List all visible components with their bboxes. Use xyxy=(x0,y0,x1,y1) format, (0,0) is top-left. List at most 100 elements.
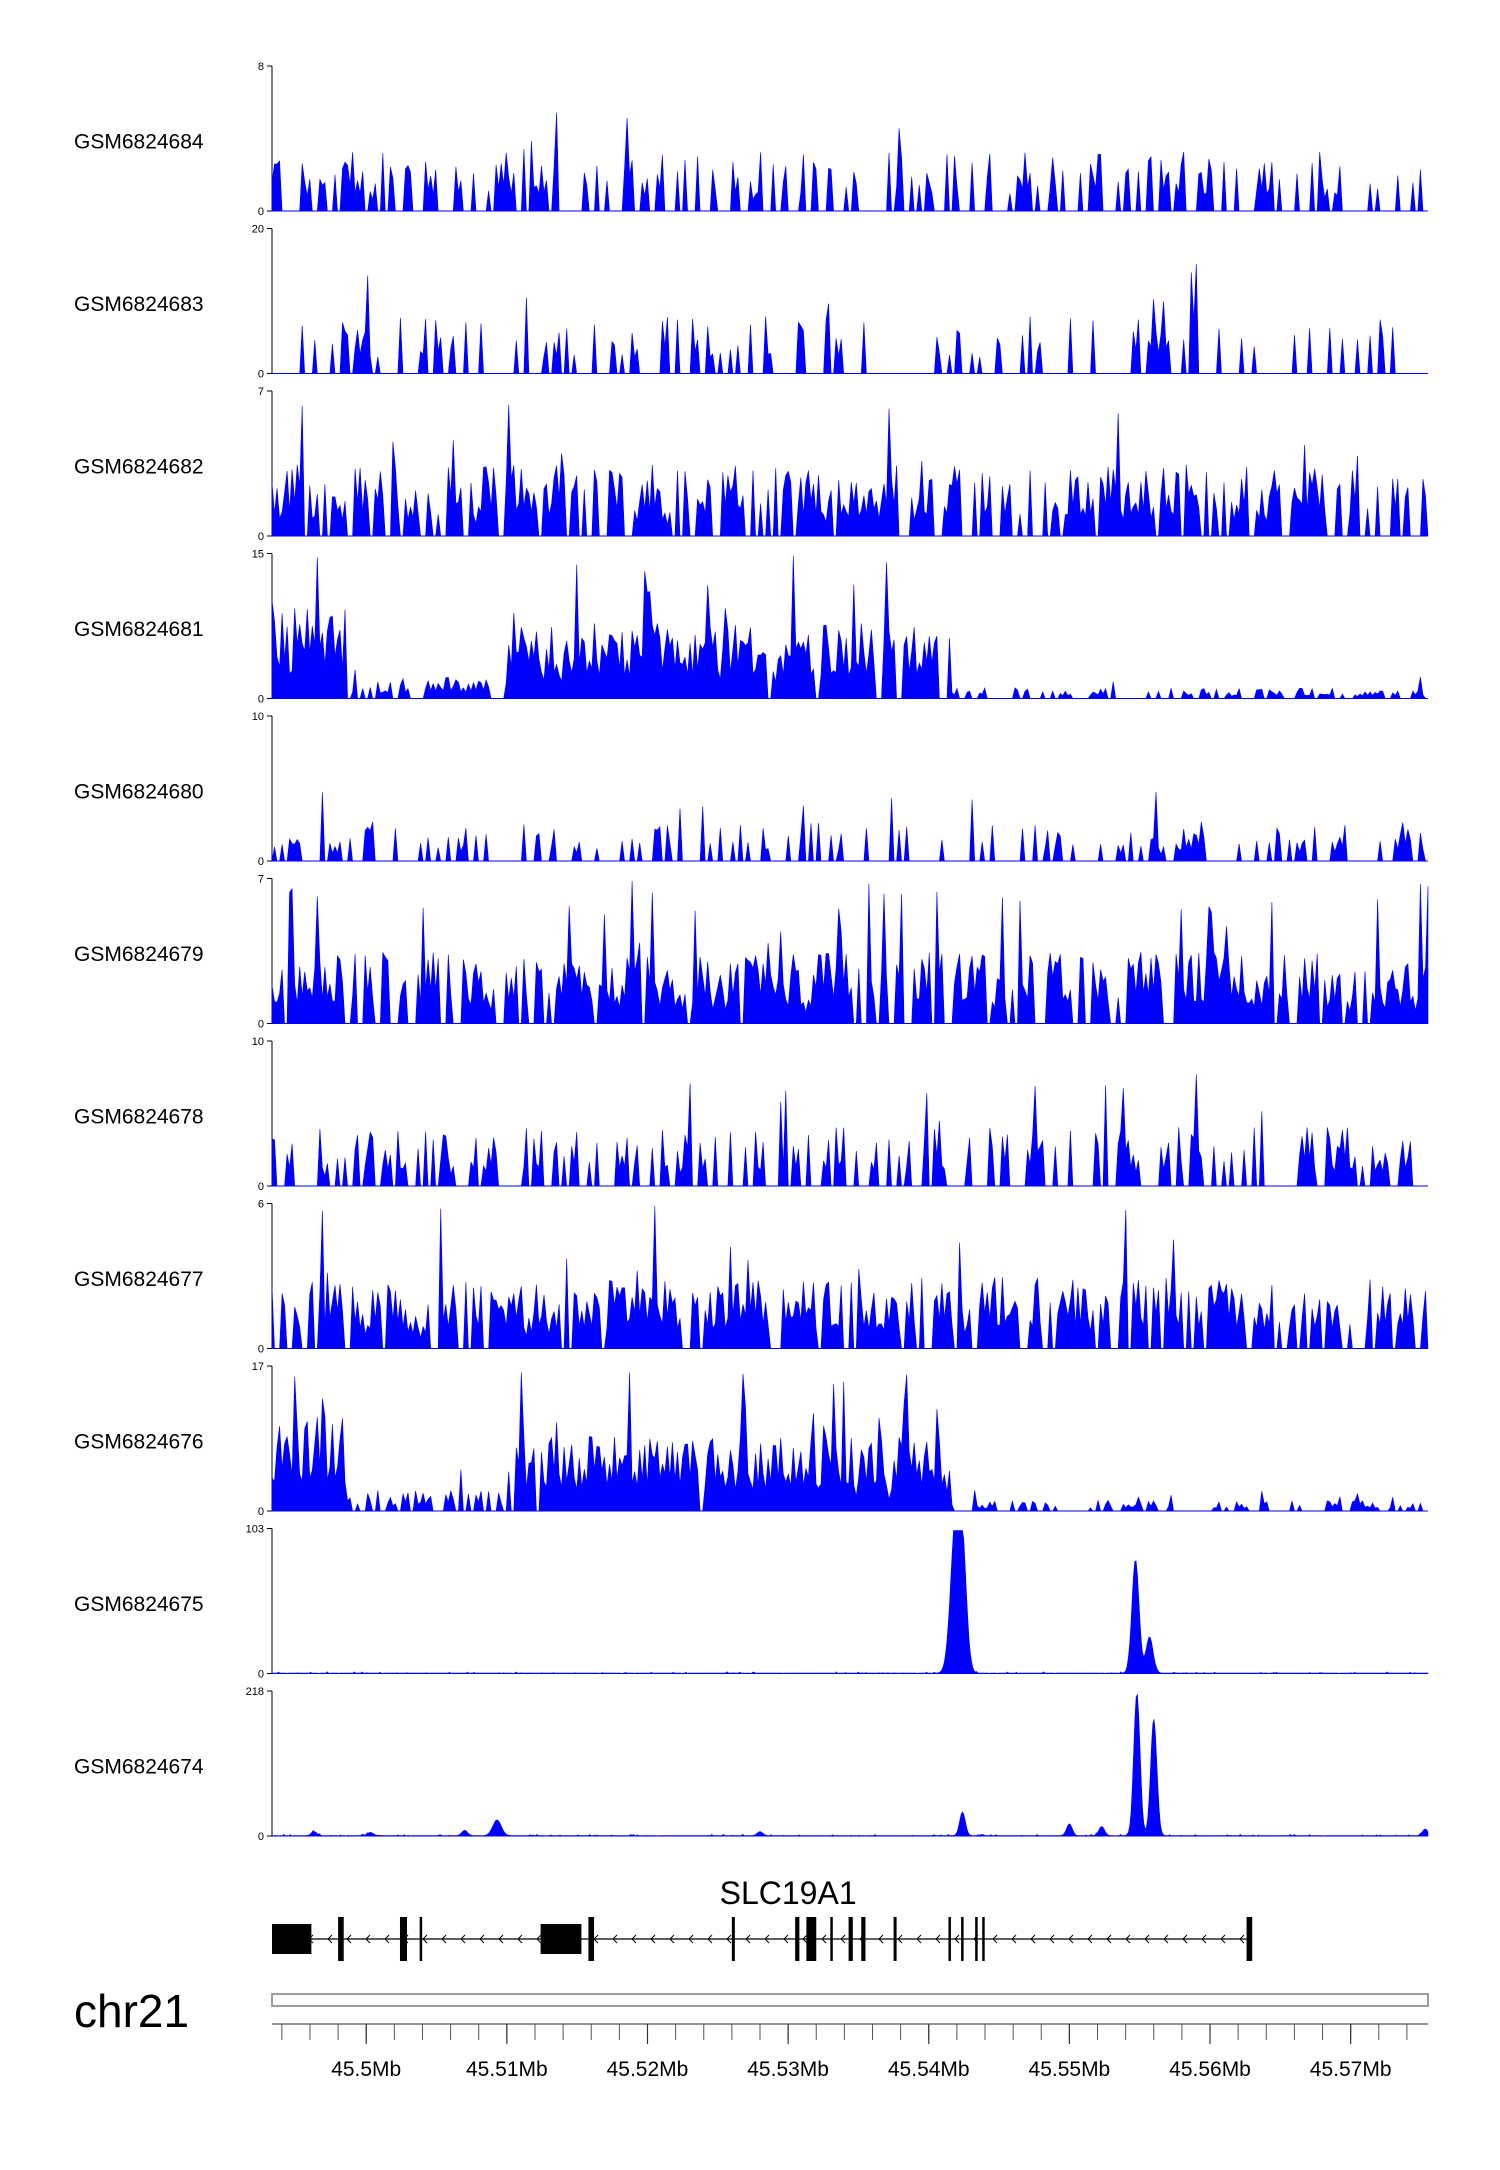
y-tick-zero-label: 0 xyxy=(258,1181,264,1193)
exon xyxy=(948,1917,951,1961)
exon xyxy=(961,1917,964,1961)
track-label: GSM6824681 xyxy=(74,618,204,641)
track-GSM6824677: GSM6824677 6 0 xyxy=(74,1199,1429,1356)
strand-arrow xyxy=(878,1934,884,1944)
exon xyxy=(731,1917,735,1961)
exon xyxy=(338,1917,344,1961)
x-tick-label: 45.57Mb xyxy=(1310,2058,1392,2081)
strand-arrow xyxy=(327,1934,333,1944)
exon xyxy=(848,1917,853,1961)
x-tick-label: 45.56Mb xyxy=(1169,2058,1251,2081)
x-tick-label: 45.54Mb xyxy=(888,2058,970,2081)
strand-arrow xyxy=(1106,1934,1112,1944)
strand-arrow xyxy=(1144,1934,1150,1944)
x-tick-label: 45.5Mb xyxy=(331,2058,401,2081)
track-GSM6824679: GSM6824679 7 0 xyxy=(74,874,1429,1031)
y-tick-max-label: 8 xyxy=(258,61,264,73)
y-tick-zero-label: 0 xyxy=(258,206,264,218)
y-tick-max-label: 10 xyxy=(252,1036,264,1048)
y-tick-max-label: 7 xyxy=(258,386,264,398)
track-GSM6824683: GSM6824683 20 0 xyxy=(74,224,1428,381)
strand-arrow xyxy=(745,1934,751,1944)
track-label: GSM6824680 xyxy=(74,780,204,803)
exon xyxy=(540,1924,582,1954)
track-label: GSM6824683 xyxy=(74,293,204,316)
strand-arrow xyxy=(365,1934,371,1944)
track-label: GSM6824676 xyxy=(74,1430,204,1453)
strand-arrow xyxy=(1011,1934,1017,1944)
y-tick-zero-label: 0 xyxy=(258,1669,264,1681)
track-GSM6824680: GSM6824680 10 0 xyxy=(74,711,1428,868)
signal-area xyxy=(271,1372,1428,1512)
y-tick-zero-label: 0 xyxy=(258,531,264,543)
x-tick-label: 45.55Mb xyxy=(1029,2058,1111,2081)
strand-arrow xyxy=(916,1934,922,1944)
y-tick-max-label: 15 xyxy=(252,549,264,561)
y-tick-zero-label: 0 xyxy=(258,1506,264,1518)
chromosome-ideogram: chr21 xyxy=(74,1985,1429,2037)
strand-arrow xyxy=(726,1934,732,1944)
strand-arrow xyxy=(460,1934,466,1944)
strand-arrow xyxy=(536,1934,542,1944)
strand-arrow xyxy=(1068,1934,1074,1944)
strand-arrow xyxy=(1125,1934,1131,1944)
signal-tracks: GSM682468480GSM6824683200GSM682468270GSM… xyxy=(74,61,1429,1843)
y-tick-max-label: 103 xyxy=(246,1524,264,1536)
strand-arrow xyxy=(1163,1934,1169,1944)
exon xyxy=(982,1917,985,1961)
track-label: GSM6824678 xyxy=(74,1105,204,1128)
exon xyxy=(419,1917,423,1961)
strand-arrow xyxy=(935,1934,941,1944)
track-GSM6824674: GSM6824674 218 0 xyxy=(74,1686,1429,1843)
signal-area xyxy=(271,1693,1429,1837)
signal-area xyxy=(271,1074,1428,1187)
strand-arrow xyxy=(1220,1934,1226,1944)
strand-arrow xyxy=(517,1934,523,1944)
exon xyxy=(975,1917,978,1961)
exon xyxy=(1246,1917,1253,1961)
signal-area xyxy=(271,1530,1429,1674)
strand-arrow xyxy=(897,1934,903,1944)
signal-area xyxy=(272,263,1428,374)
ideogram-bar xyxy=(271,1993,1429,2007)
strand-arrow xyxy=(840,1934,846,1944)
strand-arrow xyxy=(1201,1934,1207,1944)
track-GSM6824676: GSM6824676 17 0 xyxy=(74,1361,1428,1518)
exon xyxy=(893,1917,897,1961)
strand-arrow xyxy=(631,1934,637,1944)
y-tick-max-label: 17 xyxy=(252,1361,264,1373)
x-tick-label: 45.52Mb xyxy=(607,2058,689,2081)
strand-arrow xyxy=(764,1934,770,1944)
y-tick-zero-label: 0 xyxy=(258,369,264,381)
strand-arrow xyxy=(1049,1934,1055,1944)
track-label: GSM6824684 xyxy=(74,130,204,153)
track-GSM6824684: GSM6824684 8 0 xyxy=(74,61,1428,218)
strand-arrow xyxy=(1182,1934,1188,1944)
y-tick-max-label: 218 xyxy=(246,1686,264,1698)
exon xyxy=(795,1917,800,1961)
strand-arrow xyxy=(821,1934,827,1944)
y-tick-zero-label: 0 xyxy=(258,1344,264,1356)
track-GSM6824682: GSM6824682 7 0 xyxy=(74,386,1429,543)
track-GSM6824675: GSM6824675 103 0 xyxy=(74,1524,1429,1681)
y-tick-zero-label: 0 xyxy=(258,694,264,706)
exon xyxy=(588,1917,595,1961)
x-tick-label: 45.53Mb xyxy=(747,2058,829,2081)
signal-area xyxy=(271,1206,1429,1349)
exon xyxy=(861,1917,866,1961)
y-tick-zero-label: 0 xyxy=(258,1019,264,1031)
strand-arrow xyxy=(346,1934,352,1944)
strand-arrow xyxy=(992,1934,998,1944)
signal-area xyxy=(271,555,1428,699)
exon xyxy=(399,1917,408,1961)
signal-area xyxy=(271,404,1429,537)
signal-area xyxy=(271,881,1429,1024)
strand-arrow xyxy=(422,1934,428,1944)
track-GSM6824681: GSM6824681 15 0 xyxy=(74,549,1428,706)
strand-arrow xyxy=(650,1934,656,1944)
track-label: GSM6824675 xyxy=(74,1593,204,1616)
track-label: GSM6824682 xyxy=(74,455,204,478)
strand-arrow xyxy=(783,1934,789,1944)
strand-arrow xyxy=(441,1934,447,1944)
